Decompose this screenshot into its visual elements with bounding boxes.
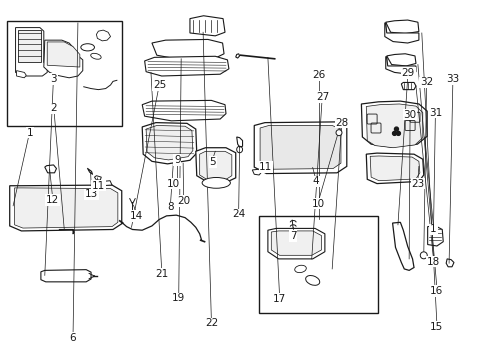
Text: 17: 17: [272, 294, 285, 304]
Text: 24: 24: [231, 210, 245, 220]
Polygon shape: [152, 40, 224, 59]
Text: 32: 32: [419, 77, 432, 87]
Text: 23: 23: [410, 179, 424, 189]
Polygon shape: [271, 231, 321, 255]
Ellipse shape: [305, 275, 319, 285]
Polygon shape: [18, 30, 41, 62]
Text: 12: 12: [46, 195, 59, 205]
Text: 2: 2: [50, 103, 57, 113]
Polygon shape: [199, 151, 231, 180]
Text: 21: 21: [155, 269, 168, 279]
Polygon shape: [16, 28, 47, 76]
Polygon shape: [195, 148, 235, 183]
Polygon shape: [361, 101, 427, 147]
Text: 10: 10: [311, 199, 325, 209]
Text: 18: 18: [426, 257, 439, 267]
Polygon shape: [369, 156, 419, 181]
Polygon shape: [142, 100, 225, 121]
Circle shape: [392, 131, 396, 135]
Text: 1: 1: [429, 225, 436, 234]
Polygon shape: [47, 42, 80, 67]
Text: 5: 5: [209, 157, 216, 167]
Polygon shape: [254, 122, 346, 174]
Text: 26: 26: [311, 70, 325, 80]
Text: 31: 31: [428, 108, 441, 118]
Circle shape: [394, 127, 398, 131]
Polygon shape: [385, 57, 415, 74]
Polygon shape: [366, 104, 422, 148]
Text: 28: 28: [335, 118, 348, 128]
Text: 13: 13: [85, 189, 98, 199]
Polygon shape: [96, 30, 110, 41]
Polygon shape: [41, 270, 91, 282]
Text: 6: 6: [70, 333, 76, 343]
Text: 4: 4: [312, 176, 318, 186]
Text: 14: 14: [129, 211, 142, 221]
Polygon shape: [235, 54, 239, 58]
Ellipse shape: [202, 177, 230, 188]
Text: 20: 20: [177, 196, 190, 206]
Polygon shape: [385, 20, 418, 34]
Polygon shape: [427, 226, 442, 246]
Polygon shape: [15, 188, 118, 228]
Circle shape: [335, 130, 341, 136]
Polygon shape: [384, 23, 418, 43]
Text: 8: 8: [167, 202, 173, 212]
Polygon shape: [142, 123, 196, 164]
Text: 33: 33: [446, 74, 459, 84]
Text: 11: 11: [259, 162, 272, 172]
Text: 1: 1: [27, 128, 33, 138]
Polygon shape: [94, 176, 101, 180]
Polygon shape: [144, 56, 228, 76]
Circle shape: [396, 131, 400, 135]
Bar: [7, 22, 122, 126]
Polygon shape: [366, 153, 423, 184]
Polygon shape: [252, 169, 261, 175]
Ellipse shape: [90, 53, 101, 59]
Text: 22: 22: [204, 319, 218, 328]
Text: 29: 29: [401, 68, 414, 78]
Polygon shape: [17, 71, 26, 78]
Bar: [259, 216, 378, 313]
Text: 10: 10: [167, 179, 180, 189]
Text: 9: 9: [174, 155, 180, 165]
Polygon shape: [236, 137, 242, 147]
Polygon shape: [445, 259, 453, 267]
Polygon shape: [267, 228, 324, 259]
Polygon shape: [386, 54, 415, 66]
Text: 16: 16: [429, 286, 443, 296]
Text: 19: 19: [172, 293, 185, 303]
Polygon shape: [260, 126, 340, 169]
Polygon shape: [45, 165, 56, 173]
Polygon shape: [44, 40, 82, 78]
Polygon shape: [146, 126, 192, 160]
Polygon shape: [189, 16, 224, 36]
Polygon shape: [10, 185, 122, 231]
Text: 27: 27: [315, 92, 328, 102]
Text: 15: 15: [429, 322, 443, 332]
Polygon shape: [401, 82, 415, 90]
Text: 7: 7: [289, 231, 296, 241]
Text: 11: 11: [92, 181, 105, 191]
Polygon shape: [392, 222, 413, 270]
Ellipse shape: [294, 265, 305, 273]
Text: 3: 3: [50, 74, 57, 84]
Text: 25: 25: [153, 80, 166, 90]
Circle shape: [419, 252, 427, 259]
Ellipse shape: [81, 44, 94, 51]
Text: 30: 30: [403, 110, 416, 120]
Polygon shape: [101, 181, 112, 186]
